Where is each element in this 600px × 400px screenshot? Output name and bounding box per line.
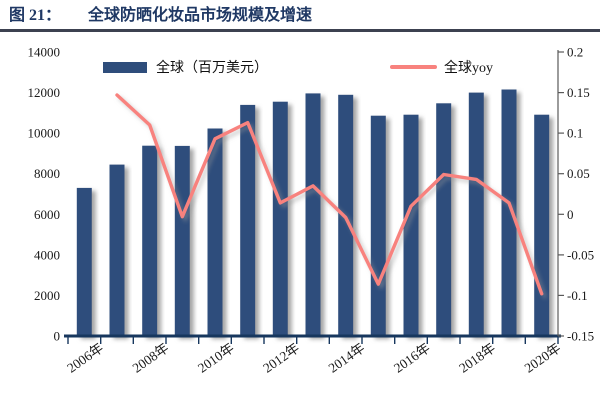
legend-item-yoy: 全球yoy: [390, 57, 493, 77]
right-axis-tick-label: 0.2: [567, 45, 583, 60]
legend-item-global: 全球（百万美元）: [103, 57, 268, 77]
bar-2006年: [76, 187, 92, 336]
right-axis-labels: 0.2 0.15 0.1 0.05 0 -0.05 -0.1 -0.15: [567, 45, 594, 344]
x-axis-tick-label: 2020年: [522, 340, 564, 376]
right-axis-tick-label: 0.05: [567, 166, 590, 181]
figure-header: 图 21： 全球防晒化妆品市场规模及增速: [0, 0, 600, 26]
right-axis-tick-label: 0.1: [567, 126, 583, 141]
left-axis-tick-label: 8000: [34, 166, 60, 181]
left-axis-tick-label: 2000: [34, 288, 60, 303]
x-axis-tick-label: 2018年: [456, 340, 498, 376]
bar-2012年: [272, 101, 288, 336]
market-size-growth-chart: 14000 12000 10000 8000 6000 4000 2000 0 0.2 0.15…: [28, 45, 595, 376]
left-axis-tick-label: 6000: [34, 207, 60, 222]
figure-number: 图 21：: [9, 7, 62, 24]
bar-2020年: [534, 114, 550, 336]
line-series-swatch: [390, 65, 437, 69]
bar-series: [76, 89, 550, 337]
x-tick-marks: [67, 337, 559, 344]
right-axis-tick-label: -0.1: [567, 288, 588, 303]
x-axis-tick-label: 2014年: [326, 340, 368, 376]
right-axis-tick-label: 0: [567, 207, 574, 222]
right-axis-tick-label: 0.15: [567, 85, 590, 100]
yoy-line: [115, 93, 544, 296]
chart-area: 全球（百万美元） 全球yoy 14000 12000 10000 8000 6000 40…: [0, 32, 600, 400]
left-axis-tick-label: 10000: [28, 126, 61, 141]
bar-2013年: [305, 93, 321, 337]
title-divider: [0, 29, 600, 32]
right-axis-tick-label: -0.15: [567, 329, 594, 344]
bar-2019年: [501, 89, 517, 336]
bar-2008年: [142, 145, 158, 336]
left-axis-tick-label: 0: [54, 329, 61, 344]
x-axis-tick-label: 2006年: [64, 340, 106, 376]
bar-2015年: [370, 115, 386, 336]
left-axis-tick-label: 14000: [28, 45, 61, 60]
line-series-label: 全球yoy: [444, 61, 493, 76]
right-axis-tick-label: -0.05: [567, 247, 594, 262]
bar-series-label: 全球（百万美元）: [156, 61, 268, 76]
left-axis-tick-label: 12000: [28, 85, 61, 100]
bar-2011年: [240, 104, 256, 337]
right-tick-marks: [558, 51, 564, 337]
bar-series-swatch: [103, 61, 147, 73]
x-axis-tick-label: 2008年: [130, 340, 172, 376]
left-axis-tick-label: 4000: [34, 247, 60, 262]
bar-2018年: [468, 92, 484, 336]
x-axis-tick-label: 2010年: [195, 340, 237, 376]
x-axis-labels: 2006年 2008年 2010年 2012年 2014年 2016年 2018年 2020年: [64, 340, 563, 376]
bar-2016年: [403, 114, 419, 336]
bar-2007年: [109, 164, 125, 336]
bar-2017年: [436, 103, 452, 336]
x-axis-tick-label: 2012年: [260, 340, 302, 376]
bar-2009年: [174, 145, 190, 336]
x-axis-tick-label: 2016年: [391, 340, 433, 376]
left-axis-labels: 14000 12000 10000 8000 6000 4000 2000 0: [28, 45, 61, 344]
bar-2010年: [207, 128, 223, 336]
figure-title: 全球防晒化妆品市场规模及增速: [88, 7, 313, 24]
